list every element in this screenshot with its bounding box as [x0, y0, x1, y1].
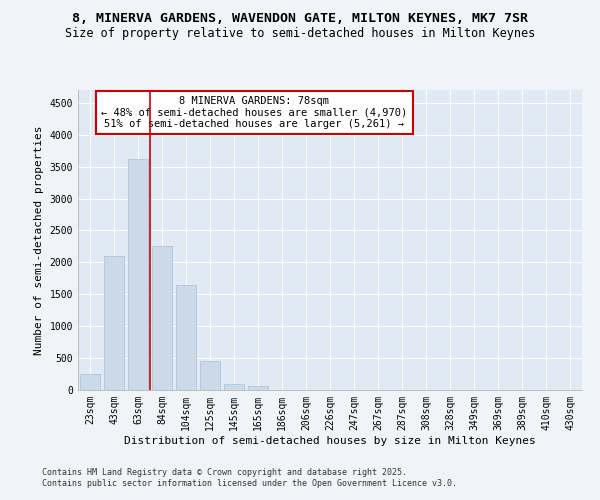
Bar	[248, 386, 268, 390]
Bar	[80, 374, 100, 390]
Bar	[104, 256, 124, 390]
Bar	[128, 159, 148, 390]
X-axis label: Distribution of semi-detached houses by size in Milton Keynes: Distribution of semi-detached houses by …	[124, 436, 536, 446]
Bar	[200, 360, 220, 390]
Text: 8, MINERVA GARDENS, WAVENDON GATE, MILTON KEYNES, MK7 7SR: 8, MINERVA GARDENS, WAVENDON GATE, MILTO…	[72, 12, 528, 26]
Bar	[152, 246, 172, 390]
Y-axis label: Number of semi-detached properties: Number of semi-detached properties	[34, 125, 44, 355]
Text: Size of property relative to semi-detached houses in Milton Keynes: Size of property relative to semi-detach…	[65, 28, 535, 40]
Text: 8 MINERVA GARDENS: 78sqm
← 48% of semi-detached houses are smaller (4,970)
51% o: 8 MINERVA GARDENS: 78sqm ← 48% of semi-d…	[101, 96, 407, 129]
Bar	[176, 286, 196, 390]
Text: Contains HM Land Registry data © Crown copyright and database right 2025.
Contai: Contains HM Land Registry data © Crown c…	[42, 468, 457, 487]
Bar	[224, 384, 244, 390]
